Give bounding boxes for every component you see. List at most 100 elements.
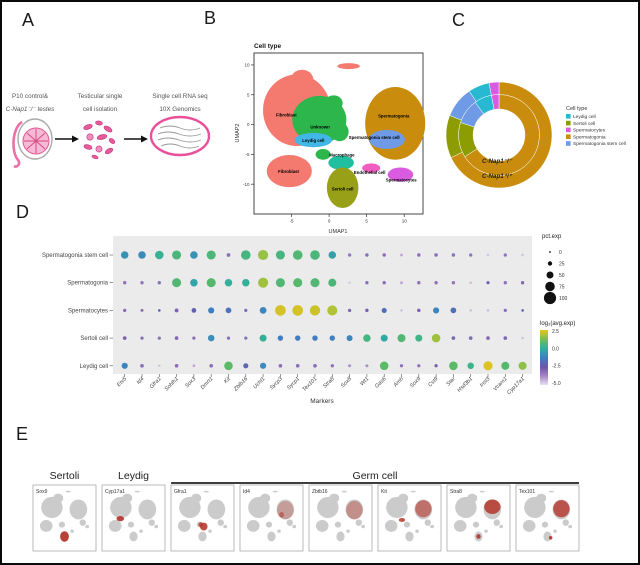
dotplot-marker-label: Sycp1: [286, 376, 301, 391]
feature-gene-label: Sox9: [36, 489, 48, 495]
dotplot-marker-label: Zbtb16: [232, 376, 250, 394]
workflow-diagram: P10 control& C-Nap1⁻/⁻ testes Testicular…: [6, 93, 211, 168]
dotplot-dot: [348, 364, 352, 368]
umap-silhouette-blob: [265, 521, 273, 528]
color-legend-tick: 0.0: [552, 346, 559, 352]
dotplot-dot: [138, 251, 146, 259]
expression-highlight: [277, 500, 294, 520]
umap-silhouette-blob: [272, 490, 278, 493]
dotplot-dot: [346, 335, 353, 342]
dotplot-dot: [365, 253, 369, 257]
dotplot-dot: [520, 281, 525, 285]
color-legend-tick: -5.0: [552, 381, 561, 387]
dotplot-marker-label: Id4: [136, 376, 146, 386]
dotplot-dot: [417, 308, 421, 313]
dotplot-dot: [400, 309, 403, 312]
feature-plot-tex101: Tex101: [515, 484, 580, 552]
dotplot-dot: [433, 307, 440, 314]
umap-silhouette-blob: [522, 519, 536, 532]
dotplot-dot: [521, 253, 524, 257]
umap-silhouette-blob: [479, 490, 485, 493]
dotplot-celltype-label: Leydig cell: [80, 364, 108, 370]
dotplot-dot: [329, 335, 336, 341]
dotplot-dot: [244, 336, 248, 340]
dotplot-marker-label: Gas6: [374, 376, 388, 390]
feature-plot-gfra1: Gfra1: [170, 484, 235, 552]
umap-silhouette-blob: [207, 499, 226, 520]
panel-c-letter: C: [452, 10, 465, 30]
umap-silhouette-blob: [562, 519, 569, 526]
dotplot-marker-label: Amh: [392, 376, 405, 389]
panel-a-letter: A: [22, 10, 35, 30]
dotplot-marker-label: Sox9: [409, 376, 422, 389]
umap-silhouette-blob: [122, 493, 133, 503]
dotplot-dot: [275, 278, 285, 288]
umap-silhouette-blob: [286, 519, 293, 526]
umap-silhouette-blob: [260, 493, 271, 503]
dotplot-dot: [242, 278, 250, 287]
dotplot-dot: [417, 253, 421, 257]
umap-cluster-blob: [294, 132, 333, 148]
expression-highlight: [484, 499, 501, 515]
size-legend-title: pct.exp: [542, 234, 562, 240]
umap-cluster-spermatogonia-stem-cell: [368, 129, 405, 150]
arrow-1-head: [72, 135, 79, 143]
dotplot-celltype-label: Sertoli cell: [80, 336, 108, 342]
feature-gene-label: Stra8: [450, 489, 462, 495]
umap-silhouette-blob: [108, 519, 122, 532]
10x-chip-icon: [149, 115, 211, 157]
umap-cluster-label: Spermatocytes: [386, 178, 417, 183]
umap-silhouette-blob: [493, 519, 500, 526]
size-legend-value: 50: [559, 273, 565, 279]
donut-segment-spermatocytes: [488, 81, 500, 96]
size-legend-dot: [546, 271, 554, 279]
step1-line1: P10 control&: [12, 93, 49, 100]
expression-highlight: [116, 516, 125, 522]
expression-highlight: [279, 512, 285, 518]
panel-e-letter: E: [16, 424, 29, 444]
size-legend-value: 25: [559, 262, 565, 268]
genotype-label-ko: C-Nap1⁻/⁻: [482, 158, 513, 165]
umap-cluster-blob: [328, 155, 354, 170]
legend-swatch: [566, 134, 571, 139]
umap-cluster-blob: [365, 86, 426, 160]
arrow-2-head: [141, 135, 148, 143]
umap-silhouette-blob: [198, 531, 207, 542]
dotplot-dot: [397, 334, 406, 343]
umap-silhouette-blob: [65, 490, 71, 493]
dotplot-celltype-label: Spermatogonia stem cell: [42, 253, 108, 259]
dotplot-dot: [327, 305, 338, 316]
dissociated-cells-icon: [83, 120, 116, 160]
expression-highlight: [60, 531, 69, 542]
color-legend-tick: -2.5: [552, 364, 561, 370]
umap-silhouette-blob: [267, 531, 276, 542]
umap-silhouette-blob: [69, 499, 88, 520]
dotplot-dot: [486, 336, 490, 340]
umap-silhouette-blob: [177, 519, 191, 532]
dotplot-marker-label: Etv5: [116, 376, 129, 389]
dotplot-dot: [259, 334, 267, 342]
umap-yaxis-label: UMAP2: [235, 124, 241, 143]
expression-highlight: [346, 500, 363, 520]
panel-d-letter: D: [16, 202, 29, 222]
dotplot-marker-label: Cst9: [427, 376, 439, 388]
umap-silhouette-blob: [484, 529, 488, 533]
umap-silhouette-blob: [499, 524, 504, 529]
step2-line1: Testicular single: [78, 93, 123, 100]
expression-highlight: [476, 534, 481, 539]
legend-label: Leydig cell: [573, 114, 596, 120]
expression-highlight: [553, 500, 570, 518]
dotplot-dot: [206, 250, 216, 260]
dotplot-dot: [451, 253, 456, 257]
dotplot-dot: [449, 361, 458, 371]
dotplot-dot: [382, 281, 386, 285]
umap-silhouette-blob: [217, 519, 224, 526]
dotplot-dot: [380, 334, 388, 342]
dotplot-dot: [192, 364, 196, 368]
dotplot-dot: [486, 309, 490, 312]
dotplot-dot: [172, 250, 182, 260]
dotplot-dot: [243, 363, 249, 369]
step3-line2: 10X Genomics: [159, 106, 200, 113]
umap-cluster-label: Macrophage: [329, 152, 355, 157]
